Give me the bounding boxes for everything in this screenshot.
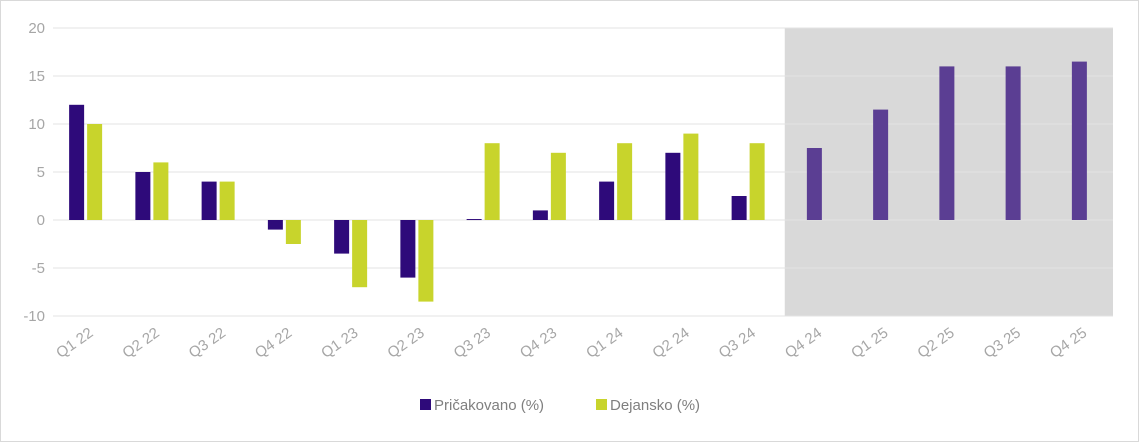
bar-forecast bbox=[939, 66, 955, 221]
x-tick-label: Q4 24 bbox=[782, 324, 825, 361]
x-tick-label: Q3 25 bbox=[981, 324, 1024, 361]
bar-forecast bbox=[806, 148, 822, 220]
y-tick-label: 0 bbox=[37, 212, 45, 229]
bar-dejansko bbox=[418, 220, 434, 302]
bar-dejansko bbox=[219, 181, 235, 220]
x-tick-label: Q3 22 bbox=[186, 324, 229, 361]
y-tick-label: -10 bbox=[23, 308, 45, 325]
bar-dejansko bbox=[550, 152, 566, 220]
bar-dejansko bbox=[87, 124, 103, 220]
gridlines bbox=[53, 27, 1113, 317]
bar-pricakovano bbox=[665, 152, 681, 220]
bar-forecast bbox=[1005, 66, 1021, 221]
bar-pricakovano bbox=[135, 172, 151, 220]
bar-forecast bbox=[873, 109, 889, 220]
bar-pricakovano bbox=[400, 220, 416, 278]
bar-dejansko bbox=[683, 133, 699, 220]
x-tick-label: Q2 22 bbox=[119, 324, 162, 361]
bar-pricakovano bbox=[731, 196, 747, 220]
y-tick-label: 20 bbox=[28, 20, 45, 37]
x-tick-label: Q1 23 bbox=[318, 324, 361, 361]
x-tick-label: Q2 25 bbox=[914, 324, 957, 361]
bar-pricakovano bbox=[466, 219, 482, 221]
x-tick-label: Q2 24 bbox=[649, 324, 692, 361]
bars bbox=[69, 61, 1087, 302]
bar-pricakovano bbox=[532, 210, 548, 220]
x-tick-label: Q1 25 bbox=[848, 324, 891, 361]
x-tick-label: Q2 23 bbox=[384, 324, 427, 361]
legend-swatch bbox=[420, 399, 431, 410]
x-axis-ticks: Q1 22 Q2 22 Q3 22 Q4 22 Q1 23 Q2 23 Q3 23 Q4 23… bbox=[53, 324, 1090, 361]
bar-dejansko bbox=[153, 162, 169, 220]
legend: Pričakovano (%) Dejansko (%) bbox=[420, 397, 700, 414]
x-tick-label: Q4 22 bbox=[252, 324, 295, 361]
y-tick-label: 5 bbox=[37, 164, 45, 181]
legend-label: Pričakovano (%) bbox=[434, 397, 544, 414]
x-tick-label: Q3 23 bbox=[451, 324, 494, 361]
y-tick-label: 15 bbox=[28, 68, 45, 85]
x-tick-label: Q1 22 bbox=[53, 324, 96, 361]
bar-dejansko bbox=[352, 220, 368, 288]
x-tick-label: Q1 24 bbox=[583, 324, 626, 361]
bar-pricakovano bbox=[69, 104, 85, 220]
bar-pricakovano bbox=[334, 220, 350, 254]
x-tick-label: Q4 25 bbox=[1047, 324, 1090, 361]
y-tick-label: 10 bbox=[28, 116, 45, 133]
legend-swatch bbox=[596, 399, 607, 410]
bar-pricakovano bbox=[599, 181, 615, 220]
y-axis-ticks: 20 15 10 5 0 -5 -10 bbox=[23, 20, 45, 325]
bar-pricakovano bbox=[267, 220, 283, 230]
bar-pricakovano bbox=[201, 181, 217, 220]
bar-dejansko bbox=[749, 143, 765, 220]
legend-label: Dejansko (%) bbox=[610, 397, 700, 414]
bar-forecast bbox=[1071, 61, 1087, 220]
x-tick-label: Q3 24 bbox=[716, 324, 759, 361]
y-tick-label: -5 bbox=[32, 260, 45, 277]
bar-dejansko bbox=[617, 143, 633, 220]
x-tick-label: Q4 23 bbox=[517, 324, 560, 361]
bar-dejansko bbox=[484, 143, 500, 220]
bar-dejansko bbox=[285, 220, 301, 244]
